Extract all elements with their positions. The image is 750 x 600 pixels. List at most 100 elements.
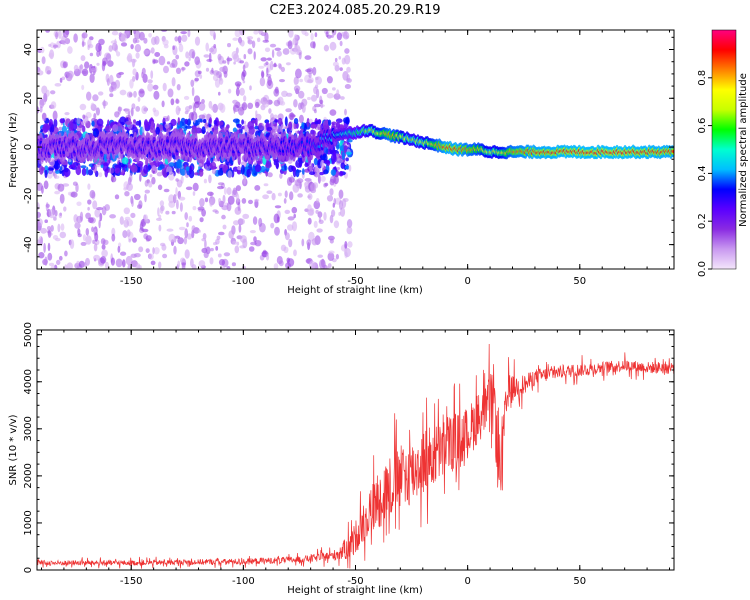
spectrogram-noise-blob [213, 119, 218, 125]
spectrogram-noise-blob [293, 77, 298, 86]
spectrogram-noise-blob [128, 92, 133, 97]
spectrogram-noise-blob [133, 90, 137, 98]
spectrogram-noise-blob [77, 233, 82, 238]
spectrogram-noise-blob [274, 86, 279, 94]
spectrogram-noise-blob [236, 123, 242, 128]
spectrogram-noise-blob [199, 217, 204, 223]
spectrogram-noise-blob [198, 169, 204, 177]
spectrogram-noise-blob [100, 164, 104, 168]
spectrogram-noise-blob [284, 116, 288, 127]
spectrogram-noise-blob [341, 151, 345, 161]
spectrogram-noise-blob [258, 30, 263, 35]
spectrogram-noise-blob [318, 219, 324, 224]
spectrogram-noise-blob [59, 118, 66, 124]
spectrogram-noise-blob [165, 210, 170, 215]
spectrogram-noise-blob [85, 235, 92, 245]
spectrogram-noise-blob [311, 238, 318, 246]
spectrogram-noise-blob [234, 30, 241, 38]
spectrogram-noise-blob [342, 71, 349, 81]
spectrogram-noise-blob [161, 100, 165, 108]
spectrogram-noise-blob [332, 87, 336, 91]
spectrogram-noise-blob [40, 227, 47, 234]
spectrogram-noise-blob [277, 117, 283, 125]
spectrogram-noise-blob [76, 201, 82, 207]
spectrogram-noise-blob [55, 31, 59, 40]
spectrogram-noise-blob [246, 168, 251, 178]
spectrogram-noise-blob [320, 159, 325, 169]
spectrogram-noise-blob [108, 167, 115, 174]
spectrogram-noise-blob [129, 172, 133, 183]
spectrogram-noise-blob [173, 194, 177, 204]
spectrogram-noise-blob [93, 113, 97, 120]
spectrogram-noise-blob [116, 72, 122, 79]
spectrogram-noise-blob [81, 167, 87, 176]
spectrogram-noise-blob [222, 224, 227, 230]
spectrogram-noise-blob [160, 242, 166, 247]
spectrogram-noise-blob [64, 112, 70, 116]
spectrogram-noise-blob [114, 164, 122, 168]
spectrogram-noise-blob [108, 45, 113, 52]
spectrogram-noise-blob [335, 122, 341, 129]
spectrogram-noise-blob [114, 38, 117, 48]
spectrogram-noise-blob [120, 251, 127, 256]
spectrogram-noise-blob [132, 237, 137, 243]
spectrogram-noise-blob [301, 238, 305, 247]
spectrogram-noise-blob [48, 167, 54, 171]
spectrogram-noise-blob [89, 73, 95, 83]
spectrogram-noise-blob [76, 124, 82, 133]
spectrogram-noise-blob [329, 188, 334, 196]
spectrogram-noise-blob [263, 183, 269, 187]
spectrogram-noise-blob [131, 103, 136, 110]
spectrogram-noise-blob [150, 260, 156, 266]
spectrogram-noise-blob [345, 157, 349, 162]
spectrogram-noise-blob [307, 77, 314, 84]
spectrogram-noise-blob [203, 178, 207, 184]
spectrogram-noise-blob [122, 230, 128, 239]
spectrogram-noise-blob [56, 259, 61, 266]
spectrogram-noise-blob [298, 157, 303, 168]
spectrogram-noise-blob [317, 119, 322, 125]
spectrogram-noise-blob [122, 259, 126, 268]
spectrogram-noise-blob [47, 252, 53, 261]
spectrogram-noise-blob [263, 125, 267, 135]
spectrogram-noise-blob [143, 164, 149, 174]
spectrogram-noise-blob [243, 124, 249, 132]
snr-ylabel: SNR (10 * v/v) [8, 414, 19, 485]
spectrogram-noise-blob [279, 173, 283, 179]
spectrogram-noise-blob [142, 73, 148, 84]
spectrogram-noise-blob [313, 86, 318, 95]
spectrogram-noise-blob [94, 232, 99, 242]
spectrogram-noise-blob [264, 47, 271, 53]
spectrogram-noise-blob [43, 180, 49, 190]
spectrogram-noise-blob [123, 219, 129, 228]
spectrogram-noise-blob [147, 164, 152, 171]
spectrogram-noise-blob [136, 160, 144, 168]
spectrogram-noise-blob [45, 203, 50, 208]
spectrogram-noise-blob [91, 120, 95, 127]
spectrogram-noise-blob [208, 47, 214, 53]
spectrogram-noise-blob [67, 70, 74, 79]
spectrogram-noise-blob [287, 224, 294, 231]
spectrogram-noise-blob [93, 243, 98, 252]
spectrogram-noise-blob [151, 176, 156, 185]
spectrogram-noise-blob [189, 165, 192, 175]
spectrogram-noise-blob [252, 216, 258, 225]
spectrogram-noise-blob [149, 174, 153, 178]
spectrogram-noise-blob [309, 260, 316, 269]
spectrogram-noise-blob [37, 70, 44, 76]
spectrogram-noise-blob [295, 68, 302, 79]
spectrogram-noise-blob [117, 245, 121, 253]
spectrogram-noise-blob [184, 212, 188, 221]
spectrogram-noise-blob [310, 94, 318, 102]
spectrogram-noise-blob [267, 172, 273, 178]
spectrogram-noise-blob [274, 47, 282, 51]
x-tick-label: -50 [347, 576, 363, 587]
spectrogram-noise-blob [126, 229, 131, 237]
spectrogram-noise-blob [265, 161, 272, 167]
spectrogram-noise-blob [135, 120, 141, 126]
spectrogram-noise-blob [236, 170, 242, 175]
y-tick-label: 4000 [23, 369, 34, 394]
spectrogram-noise-blob [310, 32, 314, 41]
spectrogram-noise-blob [80, 55, 86, 62]
spectrogram-noise-blob [249, 85, 252, 91]
